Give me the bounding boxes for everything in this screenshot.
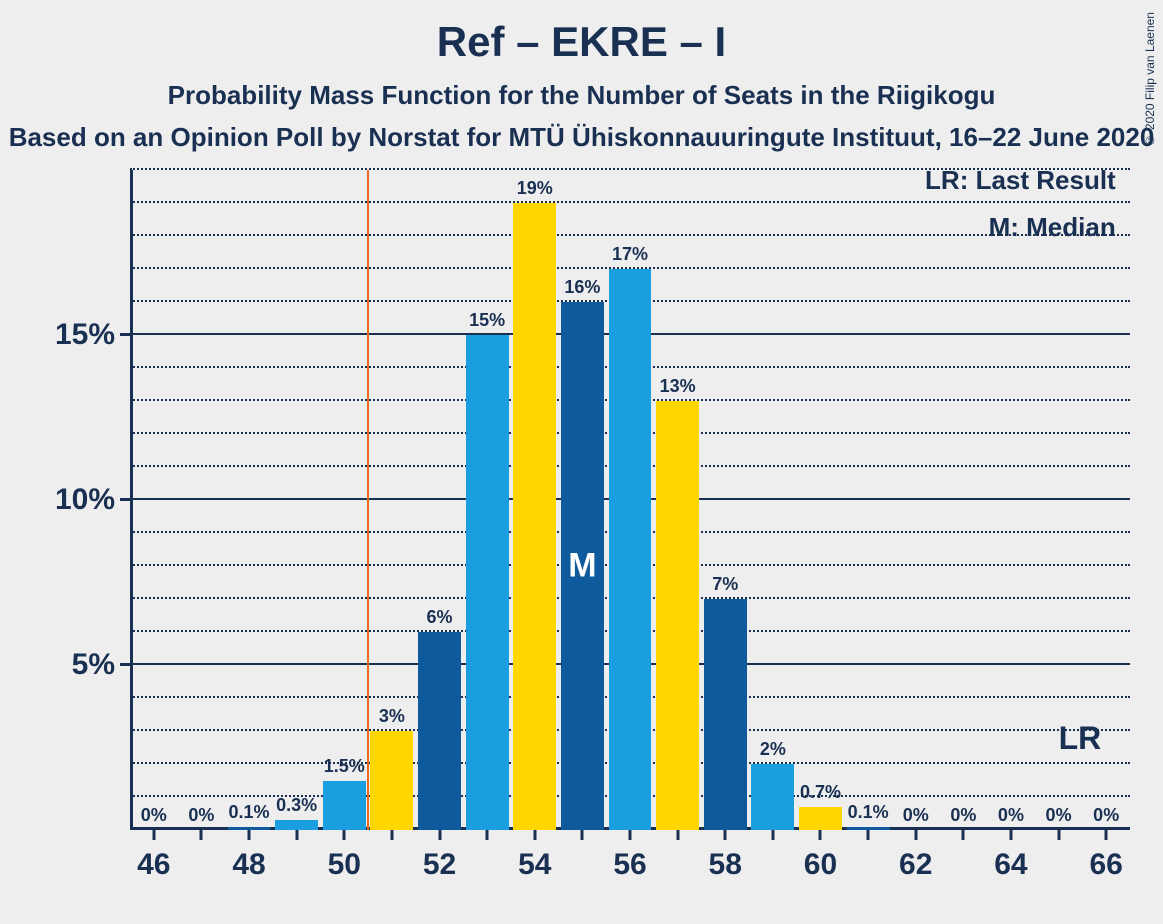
x-tick-label: 56 bbox=[600, 848, 660, 882]
x-tick-mark bbox=[629, 830, 632, 840]
bar bbox=[513, 203, 556, 830]
x-tick-mark bbox=[1057, 830, 1060, 840]
legend-median: M: Median bbox=[989, 212, 1116, 243]
bar bbox=[799, 807, 842, 830]
x-tick-label: 54 bbox=[505, 848, 565, 882]
x-tick-mark bbox=[295, 830, 298, 840]
y-tick-mark bbox=[120, 663, 130, 666]
bar-value-label: 2% bbox=[760, 739, 786, 760]
y-axis-line bbox=[130, 170, 133, 830]
x-tick-label: 58 bbox=[695, 848, 755, 882]
bar-value-label: 0% bbox=[1093, 805, 1119, 826]
x-tick-label: 46 bbox=[124, 848, 184, 882]
chart-plot-area: 5%10%15%0%0%0.1%0.3%1.5%3%6%15%19%16%17%… bbox=[130, 170, 1130, 830]
x-tick-mark bbox=[343, 830, 346, 840]
x-tick-label: 64 bbox=[981, 848, 1041, 882]
x-tick-label: 62 bbox=[886, 848, 946, 882]
bar-value-label: 0% bbox=[188, 805, 214, 826]
x-tick-mark bbox=[248, 830, 251, 840]
x-tick-mark bbox=[819, 830, 822, 840]
bar-value-label: 15% bbox=[469, 310, 505, 331]
chart-subtitle-2: Based on an Opinion Poll by Norstat for … bbox=[0, 122, 1163, 153]
x-tick-mark bbox=[676, 830, 679, 840]
gridline-minor bbox=[130, 201, 1130, 203]
x-tick-mark bbox=[914, 830, 917, 840]
chart-title: Ref – EKRE – I bbox=[0, 18, 1163, 66]
x-tick-mark bbox=[1105, 830, 1108, 840]
bar bbox=[609, 269, 652, 830]
bar-value-label: 0% bbox=[950, 805, 976, 826]
bar-value-label: 1.5% bbox=[324, 756, 365, 777]
x-tick-label: 66 bbox=[1076, 848, 1136, 882]
x-tick-mark bbox=[771, 830, 774, 840]
bar-value-label: 0% bbox=[141, 805, 167, 826]
legend-last-result: LR: Last Result bbox=[925, 165, 1116, 196]
bar-value-label: 0.3% bbox=[276, 795, 317, 816]
x-tick-mark bbox=[724, 830, 727, 840]
y-tick-label: 10% bbox=[35, 483, 115, 517]
bar bbox=[323, 781, 366, 831]
y-tick-mark bbox=[120, 498, 130, 501]
bar bbox=[370, 731, 413, 830]
bar bbox=[275, 820, 318, 830]
bar-value-label: 17% bbox=[612, 244, 648, 265]
x-tick-label: 52 bbox=[410, 848, 470, 882]
bar-value-label: 0% bbox=[1046, 805, 1072, 826]
bar-value-label: 19% bbox=[517, 178, 553, 199]
bar-value-label: 7% bbox=[712, 574, 738, 595]
x-tick-mark bbox=[390, 830, 393, 840]
bar-value-label: 0.1% bbox=[848, 802, 889, 823]
x-tick-mark bbox=[438, 830, 441, 840]
x-tick-label: 48 bbox=[219, 848, 279, 882]
bar bbox=[656, 401, 699, 830]
bar-value-label: 0% bbox=[998, 805, 1024, 826]
bar bbox=[751, 764, 794, 830]
bar-value-label: 13% bbox=[660, 376, 696, 397]
bar-value-label: 0.7% bbox=[800, 782, 841, 803]
x-tick-mark bbox=[533, 830, 536, 840]
y-tick-label: 15% bbox=[35, 318, 115, 352]
y-tick-mark bbox=[120, 333, 130, 336]
x-tick-mark bbox=[867, 830, 870, 840]
bar bbox=[418, 632, 461, 830]
chart-subtitle-1: Probability Mass Function for the Number… bbox=[0, 80, 1163, 111]
bar-value-label: 6% bbox=[427, 607, 453, 628]
x-tick-label: 60 bbox=[790, 848, 850, 882]
x-tick-mark bbox=[581, 830, 584, 840]
last-result-line bbox=[367, 170, 369, 830]
x-tick-mark bbox=[152, 830, 155, 840]
median-marker: M bbox=[568, 547, 596, 586]
x-tick-mark bbox=[962, 830, 965, 840]
bar-value-label: 3% bbox=[379, 706, 405, 727]
bar-value-label: 16% bbox=[564, 277, 600, 298]
x-tick-label: 50 bbox=[314, 848, 374, 882]
x-tick-mark bbox=[1009, 830, 1012, 840]
last-result-annotation: LR bbox=[1059, 720, 1102, 757]
bar-value-label: 0.1% bbox=[229, 802, 270, 823]
x-tick-mark bbox=[200, 830, 203, 840]
bar bbox=[466, 335, 509, 830]
bar bbox=[704, 599, 747, 830]
page-root: © 2020 Filip van Laenen Ref – EKRE – I P… bbox=[0, 0, 1163, 924]
y-tick-label: 5% bbox=[35, 648, 115, 682]
gridline-minor bbox=[130, 234, 1130, 236]
x-tick-mark bbox=[486, 830, 489, 840]
bar-value-label: 0% bbox=[903, 805, 929, 826]
